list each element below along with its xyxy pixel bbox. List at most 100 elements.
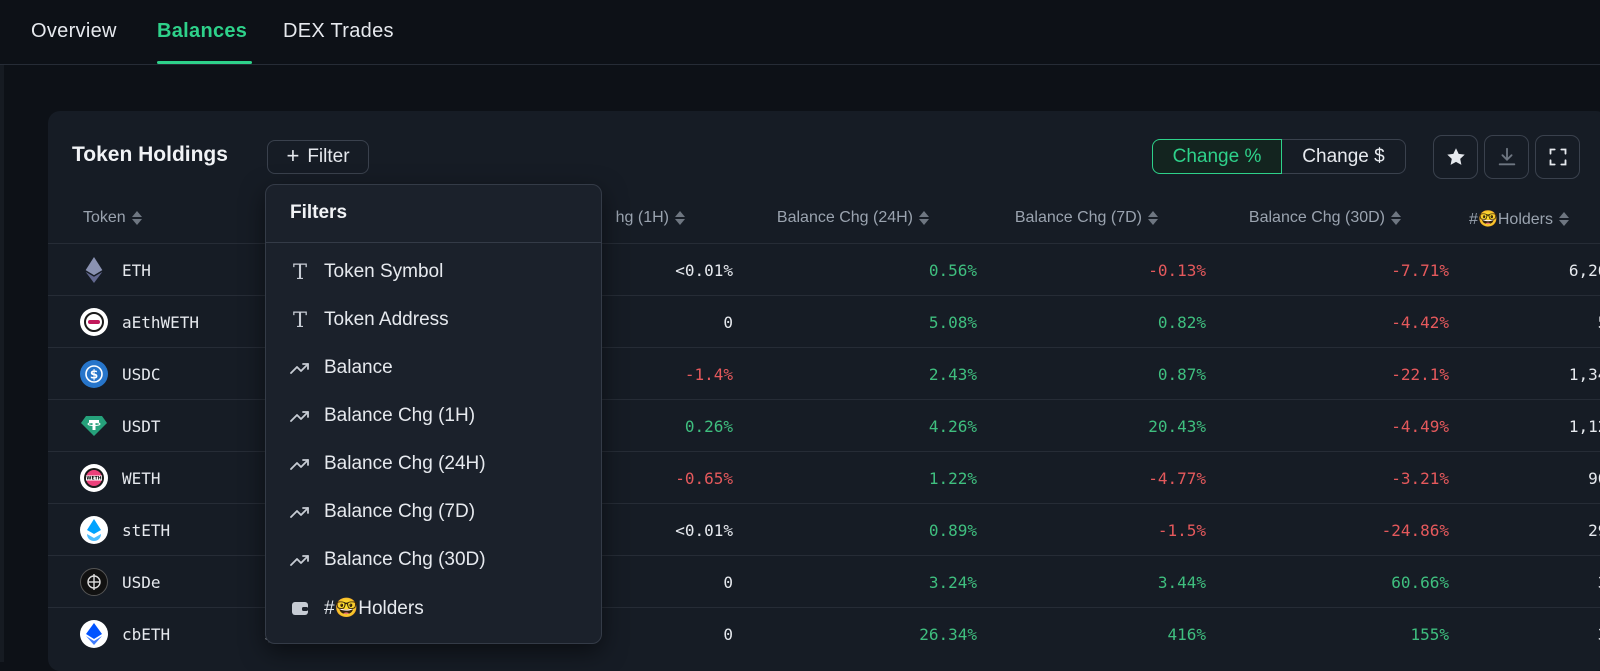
column-header-label: Token	[83, 209, 126, 226]
filter-option-label: Balance Chg (30D)	[324, 549, 486, 570]
balance-chg-30d: -7.71%	[1391, 260, 1449, 280]
balance-chg-24h: 4.26%	[928, 416, 977, 436]
table-row[interactable]: USDe 0 3.24% 3.44% 60.66% 36	[48, 555, 1600, 607]
weth-token-icon: WETH	[80, 464, 108, 492]
fullscreen-icon	[1549, 148, 1566, 166]
balance-chg-1h: <0.01%	[675, 520, 733, 540]
balance-chg-1h: 0	[723, 572, 733, 592]
holders-count: 1,124	[1568, 416, 1600, 436]
steth-token-icon	[80, 516, 108, 544]
column-header-label: hg (1H)	[615, 209, 669, 226]
table-row[interactable]: WETH WETH -0.65% 1.22% -4.77% -3.21% 903	[48, 451, 1600, 503]
column-header-chg-1h[interactable]: hg (1H)	[560, 209, 685, 227]
balance-chg-7d: 0.82%	[1157, 312, 1206, 332]
token-symbol[interactable]: ETH	[122, 260, 151, 280]
panel-title: Token Holdings	[72, 143, 228, 166]
usdc-token-icon: $	[80, 360, 108, 388]
balance-chg-7d: 20.43%	[1148, 416, 1206, 436]
download-button[interactable]	[1484, 135, 1529, 179]
svg-text:WETH: WETH	[86, 476, 101, 482]
filter-button-label: Filter	[307, 146, 350, 167]
trend-up-icon	[290, 457, 310, 471]
table-row[interactable]: ETH <0.01% 0.56% -0.13% -7.71% 6,266	[48, 243, 1600, 295]
holders-count: 1,344	[1568, 364, 1600, 384]
usdt-token-icon	[80, 412, 108, 440]
svg-text:$: $	[90, 368, 98, 382]
change-dollar-button[interactable]: Change $	[1282, 139, 1406, 174]
token-symbol[interactable]: aEthWETH	[122, 312, 200, 332]
balance-chg-1h: -0.65%	[675, 468, 733, 488]
column-header-label: Balance Chg (24H)	[776, 209, 913, 226]
filters-dropdown: Filters T Token Symbol T Token Address B…	[265, 184, 602, 644]
token-symbol[interactable]: USDT	[122, 416, 161, 436]
filter-option-token-symbol[interactable]: T Token Symbol	[290, 257, 590, 287]
divider	[266, 242, 601, 243]
filter-option-balance-chg-30d[interactable]: Balance Chg (30D)	[290, 545, 590, 575]
holders-count: 56	[1468, 296, 1600, 348]
fullscreen-button[interactable]	[1535, 135, 1580, 179]
balance-chg-30d: 60.66%	[1391, 572, 1449, 592]
wallet-icon	[290, 600, 310, 616]
balance-chg-7d: -1.5%	[1157, 520, 1206, 540]
text-type-icon: T	[292, 260, 307, 284]
token-symbol[interactable]: WETH	[122, 468, 161, 488]
balance-chg-24h: 2.43%	[928, 364, 977, 384]
trend-up-icon	[290, 553, 310, 567]
filter-option-balance-chg-7d[interactable]: Balance Chg (7D)	[290, 497, 590, 527]
add-filter-button[interactable]: + Filter	[267, 140, 369, 174]
table-row[interactable]: stETH <0.01% 0.89% -1.5% -24.86% 296	[48, 503, 1600, 555]
change-percent-button[interactable]: Change %	[1152, 139, 1282, 174]
trend-up-icon	[290, 409, 310, 423]
trend-up-icon	[290, 361, 310, 375]
holders-count: 36	[1468, 556, 1600, 608]
holders-count: 296	[1588, 520, 1600, 540]
tab-balances[interactable]: Balances	[157, 20, 248, 42]
holders-count: 6,266	[1568, 260, 1600, 280]
active-tab-indicator	[157, 61, 252, 64]
column-header-holders[interactable]: #🤓Holders	[1420, 209, 1569, 229]
token-symbol[interactable]: stETH	[122, 520, 171, 540]
column-header-chg-30d[interactable]: Balance Chg (30D)	[1180, 209, 1401, 227]
aethweth-token-icon	[80, 308, 108, 336]
sort-icon	[131, 211, 142, 225]
holders-count: 30	[1468, 608, 1600, 660]
column-header-label: #🤓Holders	[1469, 211, 1553, 228]
balance-chg-24h: 0.89%	[928, 520, 977, 540]
tab-dex-trades[interactable]: DEX Trades	[283, 20, 394, 42]
filter-option-balance-chg-24h[interactable]: Balance Chg (24H)	[290, 449, 590, 479]
balance-chg-7d: 3.44%	[1157, 572, 1206, 592]
filter-option-token-address[interactable]: T Token Address	[290, 305, 590, 335]
balance-chg-24h: 26.34%	[919, 624, 977, 644]
balance-chg-24h: 5.08%	[928, 312, 977, 332]
filter-option-label: Balance	[324, 357, 393, 378]
text-type-icon: T	[292, 308, 307, 332]
column-header-label: Balance Chg (7D)	[1014, 209, 1142, 226]
balance-chg-1h: 0	[723, 312, 733, 332]
favorite-button[interactable]	[1433, 135, 1478, 179]
holders-count: 903	[1588, 468, 1600, 488]
table-row[interactable]: aEthWETH 0 5.08% 0.82% -4.42% 56	[48, 295, 1600, 347]
balance-chg-7d: 416%	[1167, 624, 1206, 644]
balance-chg-30d: -4.42%	[1391, 312, 1449, 332]
balance-chg-30d: 155%	[1410, 624, 1449, 644]
filters-dropdown-title: Filters	[290, 202, 348, 223]
table-row[interactable]: $ USDC -1.4% 2.43% 0.87% -22.1% 1,344	[48, 347, 1600, 399]
filter-option-label: Token Symbol	[324, 261, 444, 282]
column-header-chg-24h[interactable]: Balance Chg (24H)	[700, 209, 929, 227]
table-row[interactable]: USDT 0.26% 4.26% 20.43% -4.49% 1,124	[48, 399, 1600, 451]
filter-option-balance-chg-1h[interactable]: Balance Chg (1H)	[290, 401, 590, 431]
balance-chg-30d: -4.49%	[1391, 416, 1449, 436]
column-header-token[interactable]: Token	[83, 209, 142, 227]
token-symbol[interactable]: cbETH	[122, 624, 171, 644]
filter-option-holders[interactable]: #🤓Holders	[290, 593, 590, 623]
filter-option-balance[interactable]: Balance	[290, 353, 590, 383]
balance-chg-7d: -0.13%	[1148, 260, 1206, 280]
balance-chg-30d: -3.21%	[1391, 468, 1449, 488]
tab-overview[interactable]: Overview	[31, 20, 117, 42]
filter-option-label: Balance Chg (7D)	[324, 501, 476, 522]
token-symbol[interactable]: USDe	[122, 572, 161, 592]
filter-option-label: Balance Chg (24H)	[324, 453, 486, 474]
plus-icon: +	[286, 143, 300, 168]
column-header-chg-7d[interactable]: Balance Chg (7D)	[940, 209, 1158, 227]
token-symbol[interactable]: USDC	[122, 364, 161, 384]
